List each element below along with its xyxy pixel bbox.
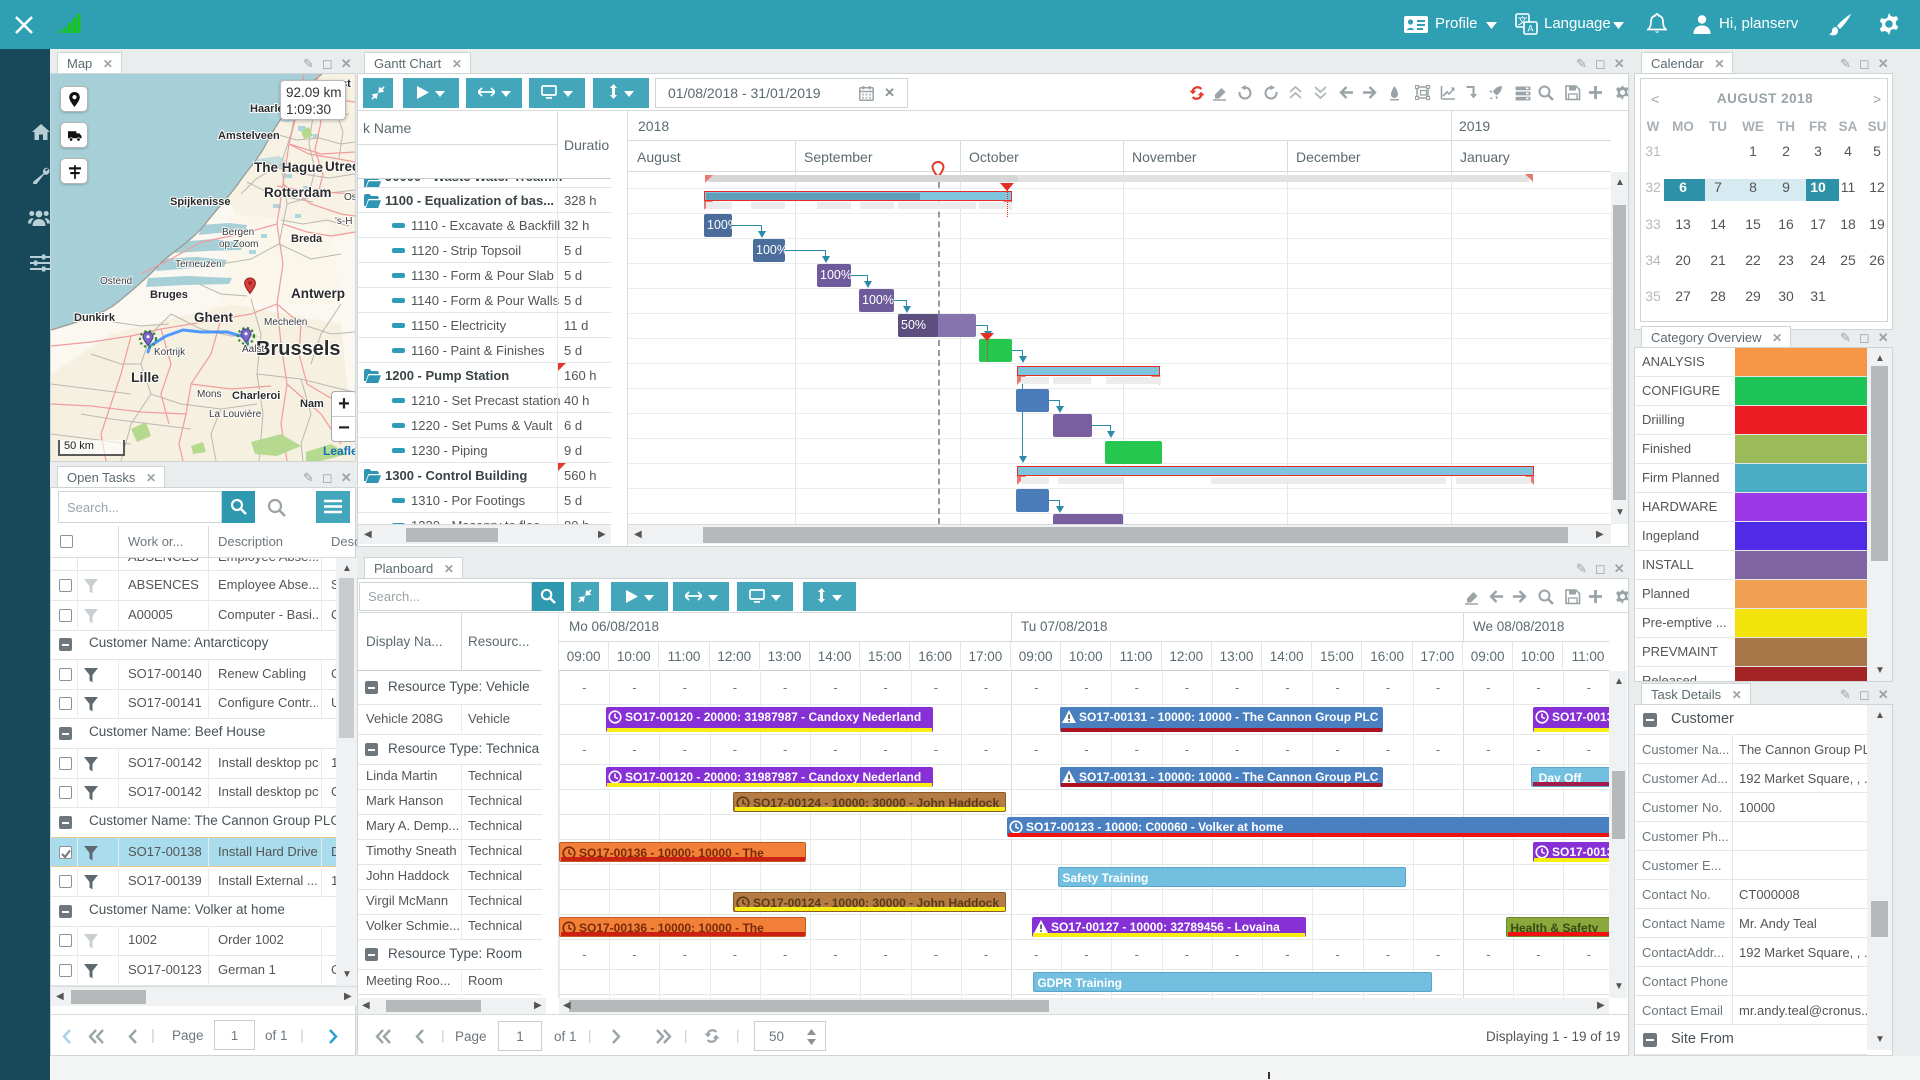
svg-text:Terneuzen: Terneuzen [175, 259, 222, 270]
svg-text:The Hague: The Hague [254, 160, 324, 175]
svg-text:Antwerp: Antwerp [291, 286, 345, 301]
svg-text:Brussels: Brussels [256, 338, 341, 360]
svg-text:文: 文 [1518, 15, 1528, 28]
svg-text:'s-H: 's-H [335, 216, 352, 227]
svg-text:Oss: Oss [344, 192, 355, 203]
svg-text:La Louvière: La Louvière [209, 409, 262, 420]
svg-text:Dunkirk: Dunkirk [74, 312, 116, 324]
svg-text:Aalst: Aalst [242, 344, 264, 355]
svg-text:Mechelen: Mechelen [264, 317, 307, 328]
svg-text:Lille: Lille [131, 369, 159, 385]
svg-text:Kortrijk: Kortrijk [154, 347, 186, 358]
svg-text:Spijkenisse: Spijkenisse [170, 196, 231, 208]
svg-text:Rotterdam: Rotterdam [264, 185, 332, 200]
svg-text:Bruges: Bruges [150, 289, 188, 301]
svg-text:op Zoom: op Zoom [219, 239, 258, 250]
svg-text:Amstelveen: Amstelveen [218, 130, 280, 142]
svg-text:Ostend: Ostend [100, 276, 132, 287]
svg-text:Breda: Breda [291, 233, 323, 245]
svg-text:Ghent: Ghent [194, 310, 234, 325]
svg-text:Utrech: Utrech [325, 159, 355, 174]
svg-text:Mons: Mons [197, 389, 221, 400]
svg-text:Nam: Nam [300, 398, 324, 410]
svg-text:Haarle: Haarle [250, 103, 284, 115]
svg-text:Bergen: Bergen [222, 227, 254, 238]
svg-text:Charleroi: Charleroi [232, 390, 280, 402]
svg-text:A: A [1527, 24, 1533, 34]
